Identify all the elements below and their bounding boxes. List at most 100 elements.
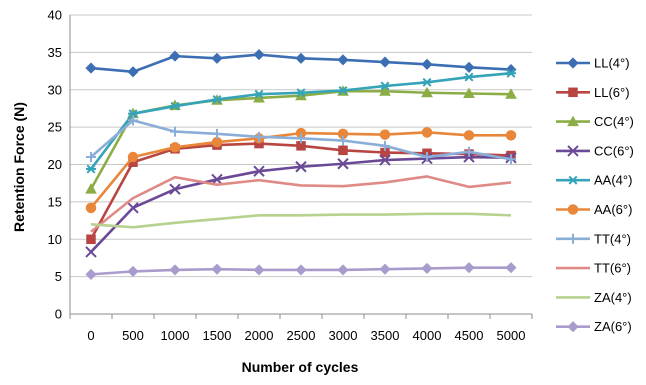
x-tick-label: 3500: [371, 328, 400, 343]
data-point: [421, 262, 433, 274]
legend-label: CC(6°): [594, 143, 634, 158]
data-point: [567, 204, 579, 215]
y-tick-label: 30: [48, 82, 62, 97]
x-tick-label: 1500: [203, 328, 232, 343]
series-lines: [85, 49, 517, 280]
data-point: [464, 72, 474, 82]
data-point: [127, 151, 139, 163]
data-point: [505, 130, 517, 141]
data-point: [337, 158, 349, 170]
data-point: [253, 49, 265, 61]
legend-item: CC(6°): [556, 143, 634, 158]
x-tick-label: 1000: [161, 328, 190, 343]
data-point: [86, 234, 96, 244]
x-tick-label: 500: [122, 328, 144, 343]
series-line: [90, 175, 512, 233]
legend-label: LL(4°): [594, 56, 630, 71]
legend-label: LL(6°): [594, 85, 630, 100]
data-point: [568, 87, 578, 98]
x-tick-label: 0: [87, 328, 94, 343]
data-point: [127, 66, 139, 78]
legend-item: AA(4°): [556, 173, 632, 188]
data-point: [127, 202, 139, 214]
x-tick-label: 4500: [455, 328, 484, 343]
series-tt-6-: [90, 175, 512, 233]
data-point: [170, 126, 180, 137]
data-point: [422, 77, 432, 87]
data-point: [212, 128, 222, 139]
y-tick-label: 20: [48, 157, 62, 172]
data-point: [568, 175, 578, 185]
legend-item: TT(6°): [556, 261, 631, 276]
data-point: [379, 85, 391, 96]
x-tick-label: 2000: [245, 328, 274, 343]
series-tt-4-: [86, 115, 516, 165]
data-point: [211, 52, 223, 64]
data-point: [422, 152, 432, 163]
data-point: [380, 81, 390, 91]
data-point: [296, 133, 306, 144]
series-za-4-: [90, 212, 512, 229]
data-point: [85, 183, 97, 194]
data-point: [127, 265, 139, 277]
series-ll-4-: [85, 49, 517, 78]
data-point: [567, 57, 579, 69]
data-point: [463, 87, 475, 98]
data-point: [338, 135, 348, 146]
data-point: [464, 146, 474, 157]
data-point: [421, 127, 433, 138]
data-point: [379, 56, 391, 68]
legend-label: ZA(6°): [594, 319, 632, 334]
x-tick-label: 3000: [329, 328, 358, 343]
tick-labels: 0 5 10 15 20 25 30 35 40 0 500 1000 1500 2000 2500 3000…: [48, 8, 526, 344]
legend-item: LL(6°): [556, 85, 630, 100]
data-point: [567, 321, 579, 333]
data-point: [253, 165, 265, 177]
data-point: [254, 131, 264, 142]
data-point: [337, 54, 349, 66]
x-tick-label: 5000: [497, 328, 526, 343]
data-point: [338, 86, 348, 95]
data-point: [169, 183, 181, 195]
data-point: [128, 109, 138, 119]
series-aa-4-: [86, 68, 516, 174]
legend-label: AA(6°): [594, 202, 632, 217]
y-tick-label: 15: [48, 194, 62, 209]
axes: [69, 15, 533, 319]
data-point: [379, 263, 391, 275]
data-point: [169, 142, 181, 153]
data-point: [296, 88, 306, 98]
data-point: [506, 68, 516, 78]
legend-item: TT(4°): [556, 231, 631, 246]
series-line: [90, 155, 512, 253]
data-point: [505, 88, 517, 99]
data-point: [568, 233, 578, 244]
data-point: [567, 145, 579, 157]
data-point: [463, 130, 475, 141]
y-tick-label: 0: [55, 307, 62, 322]
data-point: [295, 264, 307, 276]
data-point: [421, 58, 433, 70]
legend-label: CC(4°): [594, 114, 634, 129]
data-point: [211, 263, 223, 275]
series-line: [90, 212, 512, 229]
y-tick-label: 35: [48, 45, 62, 60]
series-cc-6-: [85, 151, 517, 258]
data-point: [212, 95, 222, 104]
legend-label: TT(6°): [594, 261, 631, 276]
data-point: [506, 154, 516, 165]
y-tick-label: 25: [48, 120, 62, 135]
data-point: [295, 161, 307, 173]
data-point: [85, 268, 97, 280]
legend-label: ZA(4°): [594, 290, 632, 305]
data-point: [380, 140, 390, 151]
legend-label: TT(4°): [594, 231, 631, 246]
y-tick-label: 10: [48, 232, 62, 247]
legend-item: ZA(4°): [556, 290, 632, 305]
y-tick-label: 5: [55, 269, 62, 284]
data-point: [169, 264, 181, 276]
legend-item: AA(6°): [556, 202, 632, 217]
legend-item: CC(4°): [556, 114, 634, 129]
